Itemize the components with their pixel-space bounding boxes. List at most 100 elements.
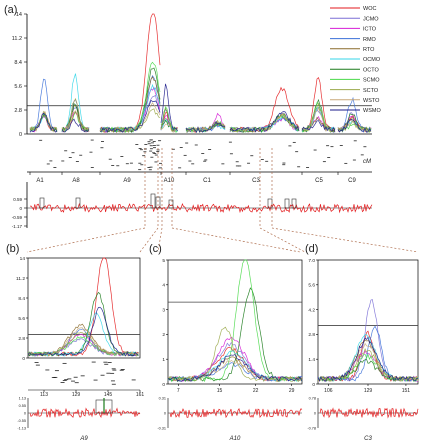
legend-label-icto: ICTO [363,27,377,33]
a-effect-bar [291,198,297,209]
a-y-tick-label: 8.4 [14,60,22,66]
legend-label-wsmo: WSMO [363,108,381,114]
x-tick-label: 22 [253,388,259,394]
y-tick-label: 2.8 [18,336,25,342]
series-woc [27,257,139,357]
y-tick-label: 2 [162,332,165,338]
series-wsto [168,360,303,383]
effect-tick-label: 0.78 [309,397,316,401]
a-effect-bar [150,193,156,209]
y-tick-label: 0 [162,382,165,388]
y-tick-label: 5 [162,258,165,264]
chromosome-label-c1: C1 [203,178,211,184]
effect-tick-label: 1.13 [19,397,26,401]
y-tick-label: 5.6 [18,316,25,322]
effect-line [169,407,303,419]
chromosome-label: A9 [79,436,88,442]
a-series-scmo [29,61,372,134]
series-ocmo [317,333,419,382]
x-tick-label: 113 [40,392,48,398]
legend-label-scto: SCTO [363,88,379,94]
x-tick-label: 15 [217,388,223,394]
a-effect-tick-label: 0.59 [13,197,22,202]
panel-label-b: (b) [6,243,19,255]
panel-label-c: (c) [149,243,162,255]
effect-line [319,407,419,419]
panel-label-a: (a) [4,4,17,16]
effect-tick-label: 0.31 [159,397,166,401]
x-tick-label: 161 [136,392,145,398]
a-series-wsmo [29,83,372,133]
a-y-tick-label: 5.6 [14,84,22,90]
y-tick-label: 1.4 [308,357,315,363]
y-tick-label: 3 [162,307,165,313]
zoom-connectors [26,148,419,253]
x-tick-label: 106 [324,388,333,394]
chromosome-label-c9: C9 [348,178,356,184]
a-effect-bar [267,198,273,209]
series-wsmo [27,306,139,357]
x-tick-label: 7 [177,388,180,394]
a-y-tick-label: 0 [19,132,22,138]
y-tick-label: 2.8 [308,332,315,338]
effect-tick-label: -1.13 [17,427,26,431]
series-icto [27,333,139,357]
effect-tick-label: -0.55 [17,419,26,423]
panel-c-zoom-plot: 0 1 2 3 4 5 7 15 22 29 0.31 0 -0.31 A10 [157,258,303,442]
y-tick-label: 1 [162,357,165,363]
effect-tick-label: -0.31 [157,427,166,431]
chromosome-label: C3 [364,436,372,442]
series-wsto [27,327,139,357]
y-tick-label: 4.2 [308,307,315,313]
legend-label-woc: WOC [363,6,376,12]
series-wsmo [317,336,419,383]
series-wsmo [167,354,303,382]
panel-b-zoom-plot: 0 2.8 5.6 8.4 11.2 14 113 129 145 161 1.13 0.55 0 -0.… [16,256,144,442]
x-tick-label: 129 [72,392,81,398]
legend-label-jcmo: JCMO [363,16,379,22]
a-y-tick-label: 11.2 [12,36,22,42]
y-tick-label: 8.4 [18,296,25,302]
y-tick-label: 5.6 [308,283,315,289]
panel-a-marker-region: A1 A8 A9 A10 C1 C3 C5 C9 cM [27,139,372,184]
legend-label-ocmo: OCMO [363,57,381,63]
effect-tick-label: 0 [164,412,166,416]
effect-line [29,407,141,419]
panel-a-lod-plot: 0 2.8 5.6 8.4 11.2 14 [12,12,372,138]
panel-a-effect-plot: 0.59 0 -0.59 -1.17 [12,182,373,229]
a-effect-tick-label: -0.59 [12,215,23,220]
y-tick-label: 14 [20,256,26,262]
x-tick-label: 29 [289,388,295,394]
legend-label-rmo: RMO [363,37,377,43]
chromosome-label-a1: A1 [36,178,44,184]
a-effect-line [30,203,373,214]
legend-label-scmo: SCMO [363,78,380,84]
effect-tick-label: 0.55 [19,404,26,408]
chromosome-label-a8: A8 [72,178,80,184]
a-y-tick-label: 14 [16,12,22,18]
chromosome-label-a9: A9 [123,178,131,184]
y-tick-label: 0 [22,356,25,362]
y-tick-label: 0 [312,382,315,388]
y-tick-label: 11.2 [16,276,25,282]
y-tick-label: 7.0 [308,258,315,264]
legend-label-octo: OCTO [363,67,380,73]
a-effect-tick-label: 0 [19,206,22,211]
chromosome-label-a10: A10 [164,178,175,184]
effect-tick-label: 0 [314,412,316,416]
y-tick-label: 4 [162,283,165,289]
series-octo [27,291,139,357]
series-woc [317,330,419,382]
a-y-tick-label: 2.8 [14,108,22,114]
x-unit-label: cM [363,159,371,165]
panel-d-zoom-plot: 0 1.4 2.8 4.2 5.6 7.0 106 129 151 0.78 0 -0.78 C3 [307,258,419,442]
panel-label-d: (d) [305,243,318,255]
legend-label-wsto: WSTO [363,98,380,104]
chromosome-label-c3: C3 [252,178,260,184]
legend-label-rto: RTO [363,47,375,53]
a-effect-bar [39,197,45,209]
x-tick-label: 145 [104,392,113,398]
series-icto [167,336,303,382]
a-effect-bar [284,198,290,209]
